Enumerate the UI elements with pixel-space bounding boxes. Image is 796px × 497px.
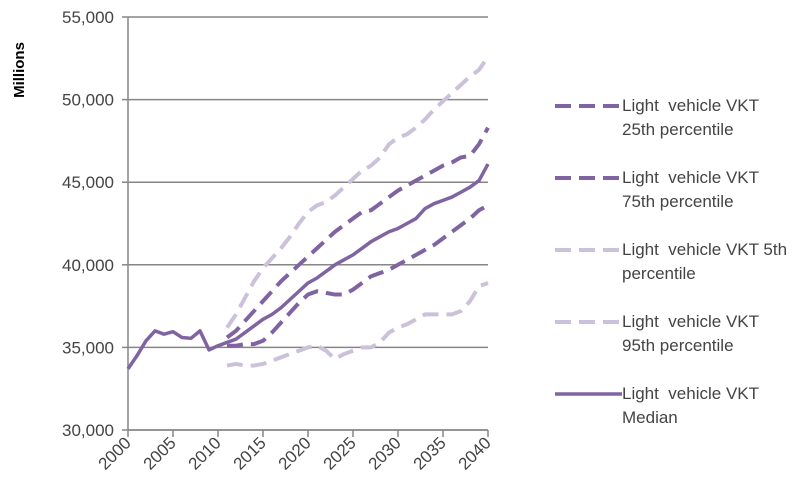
x-tick-label: 2010 bbox=[185, 433, 225, 473]
legend-entry: Light vehicle VKT 25th percentile bbox=[552, 94, 796, 166]
legend: Light vehicle VKT 25th percentile Light v… bbox=[552, 94, 796, 454]
legend-entry: Light vehicle VKT Median bbox=[552, 382, 796, 454]
x-tick-label: 2040 bbox=[455, 433, 495, 473]
x-tick-label: 2030 bbox=[365, 433, 405, 473]
series-line bbox=[227, 203, 489, 348]
legend-entry: Light vehicle VKT 5th percentile bbox=[552, 238, 796, 310]
y-tick-label: 40,000 bbox=[62, 256, 114, 275]
series-line bbox=[225, 126, 490, 340]
legend-swatch bbox=[555, 104, 622, 108]
legend-entry: Light vehicle VKT 95th percentile bbox=[552, 310, 796, 382]
legend-label: Light vehicle VKT 5th percentile bbox=[622, 240, 792, 283]
y-tick-label: 30,000 bbox=[62, 421, 114, 440]
legend-label: Light vehicle VKT 95th percentile bbox=[622, 312, 764, 355]
legend-swatch bbox=[555, 248, 622, 252]
legend-label: Light vehicle VKT Median bbox=[622, 384, 764, 427]
y-axis-label: Millions bbox=[11, 42, 28, 98]
series-line bbox=[225, 55, 490, 329]
series-line bbox=[126, 163, 490, 370]
x-tick-label: 2005 bbox=[140, 433, 180, 473]
x-tick-label: 2020 bbox=[275, 433, 315, 473]
y-tick-label: 45,000 bbox=[62, 173, 114, 192]
y-tick-label: 55,000 bbox=[62, 8, 114, 27]
legend-entry: Light vehicle VKT 75th percentile bbox=[552, 166, 796, 238]
x-tick-label: 2015 bbox=[230, 433, 270, 473]
y-tick-label: 35,000 bbox=[62, 338, 114, 357]
legend-swatch bbox=[555, 392, 622, 396]
x-tick-label: 2035 bbox=[410, 433, 450, 473]
y-tick-label: 50,000 bbox=[62, 91, 114, 110]
legend-swatch bbox=[555, 176, 622, 180]
legend-label: Light vehicle VKT 75th percentile bbox=[622, 168, 764, 211]
legend-swatch bbox=[555, 320, 622, 324]
legend-label: Light vehicle VKT 25th percentile bbox=[622, 96, 764, 139]
x-tick-label: 2025 bbox=[320, 433, 360, 473]
